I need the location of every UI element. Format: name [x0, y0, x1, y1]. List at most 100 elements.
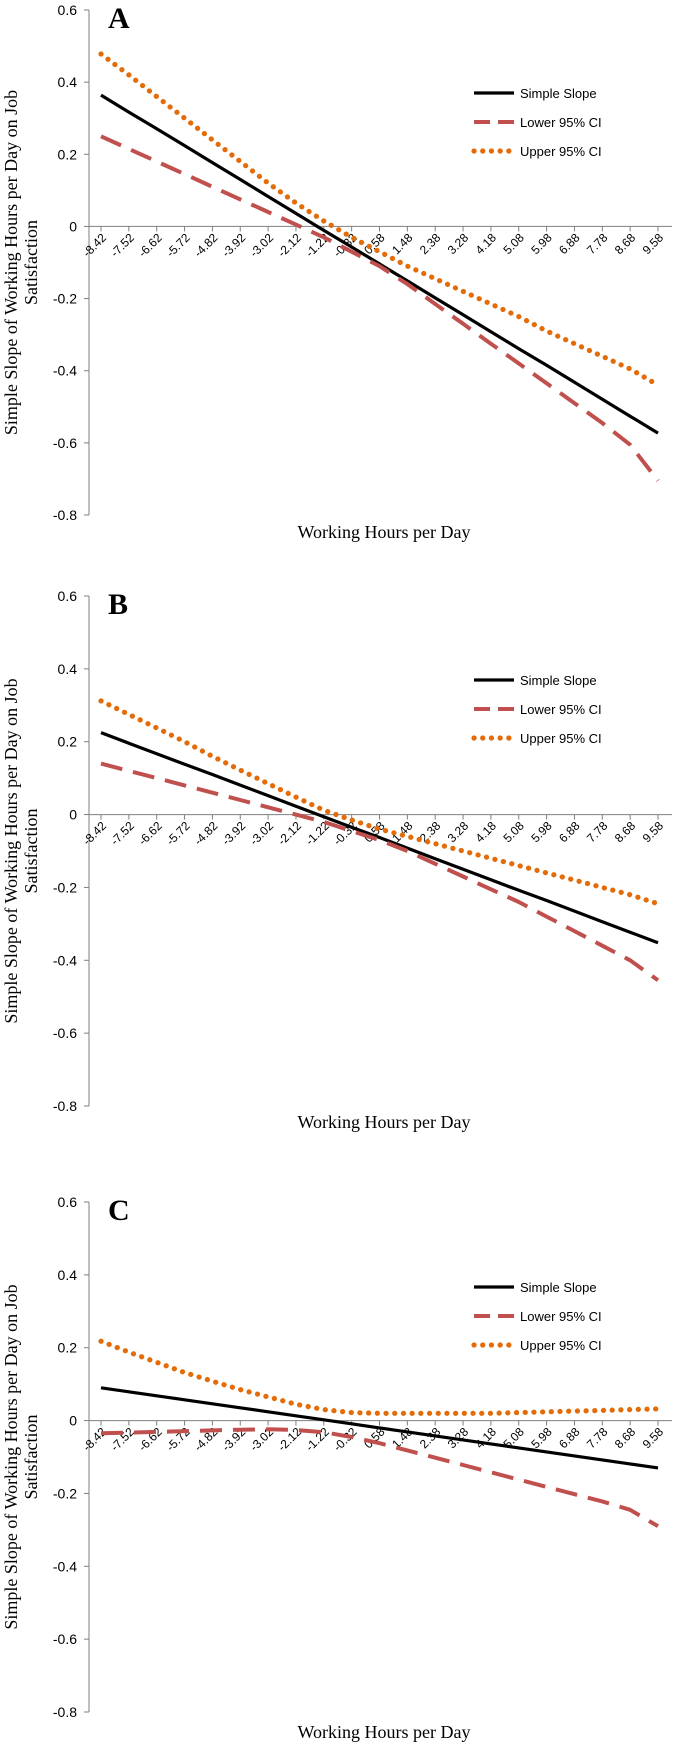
- legend-label: Simple Slope: [520, 86, 597, 101]
- x-tick-label: 3.28: [445, 819, 472, 846]
- y-tick-label: 0.6: [58, 588, 78, 604]
- x-tick-label: -8.42: [80, 1425, 109, 1454]
- series-line-lower-95-ci: [100, 134, 660, 482]
- y-axis-title-line: Simple Slope of Working Hours per Day on…: [1, 678, 21, 1023]
- legend-label: Simple Slope: [520, 1280, 597, 1295]
- x-tick-label: -6.62: [136, 819, 165, 848]
- y-tick-label: -0.4: [53, 952, 77, 968]
- x-tick-label: 7.78: [584, 819, 611, 846]
- series-line-simple-slope: [100, 731, 659, 945]
- series-line-upper-95-ci: [98, 698, 661, 907]
- x-tick-label: -3.02: [247, 819, 276, 848]
- x-tick-label: -7.52: [108, 1425, 137, 1454]
- x-tick-label: -2.12: [275, 819, 304, 848]
- x-tick-label: 3.28: [445, 230, 472, 257]
- x-tick-label: 7.78: [584, 230, 611, 257]
- x-tick-label: 6.88: [556, 819, 583, 846]
- legend: Simple Slope Lower 95% CI Upper 95% CI: [471, 86, 602, 159]
- y-axis-title: Simple Slope of Working Hours per Day on…: [1, 678, 41, 1023]
- panel-label: C: [108, 1194, 130, 1227]
- x-tick-label: 5.08: [500, 230, 527, 257]
- x-tick-label: -4.82: [191, 230, 220, 259]
- x-tick-label: -8.42: [80, 819, 109, 848]
- x-tick-label: -5.72: [163, 819, 192, 848]
- x-tick-label: -5.72: [163, 1425, 192, 1454]
- legend-label: Simple Slope: [520, 673, 597, 688]
- x-tick-label: -0.32: [331, 1425, 360, 1454]
- y-axis-title-line: Simple Slope of Working Hours per Day on…: [1, 1284, 21, 1629]
- x-axis-title: Working Hours per Day: [297, 522, 470, 542]
- y-tick-label: -0.8: [53, 507, 77, 523]
- y-tick-label: -0.6: [53, 1631, 77, 1647]
- chart-panel-c: 0.6 0.4 0.2 0 -0.2 -0.4 -0.6 -0.8 -8.42-7.52-6.6…: [1, 1194, 672, 1742]
- x-tick-label: -8.42: [80, 230, 109, 259]
- chart-panel-b: 0.6 0.4 0.2 0 -0.2 -0.4 -0.6 -0.8 -8.42-7.52-6.6…: [1, 588, 672, 1132]
- series-line-upper-95-ci: [98, 51, 661, 388]
- x-axis-title: Working Hours per Day: [297, 1112, 470, 1132]
- y-axis-title-line: Satisfaction: [21, 220, 41, 305]
- x-tick-label: -3.92: [219, 230, 248, 259]
- legend: Simple Slope Lower 95% CI Upper 95% CI: [471, 1280, 602, 1353]
- y-tick-label: 0.4: [58, 661, 78, 677]
- x-tick-label: -3.92: [219, 819, 248, 848]
- legend: Simple Slope Lower 95% CI Upper 95% CI: [471, 673, 602, 746]
- x-tick-label: 9.58: [640, 819, 667, 846]
- x-tick-label: 4.18: [473, 230, 500, 257]
- y-tick-label: -0.2: [53, 879, 77, 895]
- x-tick-label: 6.88: [556, 1425, 583, 1452]
- x-tick-label: 9.58: [640, 230, 667, 257]
- x-axis-title: Working Hours per Day: [297, 1722, 470, 1742]
- x-tick-label: 8.68: [612, 819, 639, 846]
- series-line-lower-95-ci: [100, 761, 660, 982]
- x-tick-label: 8.68: [612, 230, 639, 257]
- y-tick-label: -0.4: [53, 1558, 77, 1574]
- x-tick-label: 6.88: [556, 230, 583, 257]
- y-tick-label: 0.2: [58, 146, 78, 162]
- y-axis-title-line: Satisfaction: [21, 1415, 41, 1500]
- x-tick-label: -6.62: [136, 230, 165, 259]
- y-tick-label: -0.6: [53, 435, 77, 451]
- y-tick-label: -0.4: [53, 363, 77, 379]
- chart-panel-a: 0.6 0.4 0.2 0 -0.2 -0.4 -0.6 -0.8 -8.42-7.52-6.6…: [1, 2, 672, 542]
- series-line-simple-slope: [100, 1386, 659, 1470]
- x-tick-label: -7.52: [108, 230, 137, 259]
- y-tick-label: 0.2: [58, 1340, 78, 1356]
- y-tick-label: -0.6: [53, 1025, 77, 1041]
- x-tick-label: -7.52: [108, 819, 137, 848]
- legend-label: Upper 95% CI: [520, 731, 602, 746]
- panel-label: A: [108, 2, 130, 35]
- x-tick-label: 5.98: [528, 230, 555, 257]
- x-tick-label: 2.38: [417, 230, 444, 257]
- x-tick-label: 1.48: [389, 230, 416, 257]
- x-tick-label: 9.58: [640, 1425, 667, 1452]
- y-tick-label: 0: [69, 218, 77, 234]
- x-tick-label: 5.08: [500, 819, 527, 846]
- legend-label: Upper 95% CI: [520, 144, 602, 159]
- x-tick-label: 4.18: [473, 819, 500, 846]
- y-tick-label: -0.8: [53, 1704, 77, 1720]
- y-axis-title: Simple Slope of Working Hours per Day on…: [1, 1284, 41, 1629]
- y-tick-label: 0.2: [58, 734, 78, 750]
- x-tick-label: -4.82: [191, 819, 220, 848]
- y-axis-title-line: Simple Slope of Working Hours per Day on…: [1, 90, 21, 435]
- y-tick-label: 0.4: [58, 74, 78, 90]
- x-tick-label: 5.98: [528, 1425, 555, 1452]
- x-tick-label: -3.02: [247, 230, 276, 259]
- legend-label: Upper 95% CI: [520, 1338, 602, 1353]
- x-tick-label: 8.68: [612, 1425, 639, 1452]
- x-tick-label: 4.18: [473, 1425, 500, 1452]
- x-tick-label: 5.98: [528, 819, 555, 846]
- y-tick-label: 0: [69, 807, 77, 823]
- legend-label: Lower 95% CI: [520, 702, 602, 717]
- legend-label: Lower 95% CI: [520, 1309, 602, 1324]
- y-axis-title: Simple Slope of Working Hours per Day on…: [1, 90, 41, 435]
- x-tick-label: -6.62: [136, 1425, 165, 1454]
- y-tick-label: -0.2: [53, 1485, 77, 1501]
- series-line-upper-95-ci: [98, 1338, 661, 1416]
- legend-label: Lower 95% CI: [520, 115, 602, 130]
- x-tick-label: -2.12: [275, 230, 304, 259]
- y-axis-title-line: Satisfaction: [21, 809, 41, 894]
- y-tick-label: 0.4: [58, 1267, 78, 1283]
- series-line-lower-95-ci: [100, 1427, 660, 1528]
